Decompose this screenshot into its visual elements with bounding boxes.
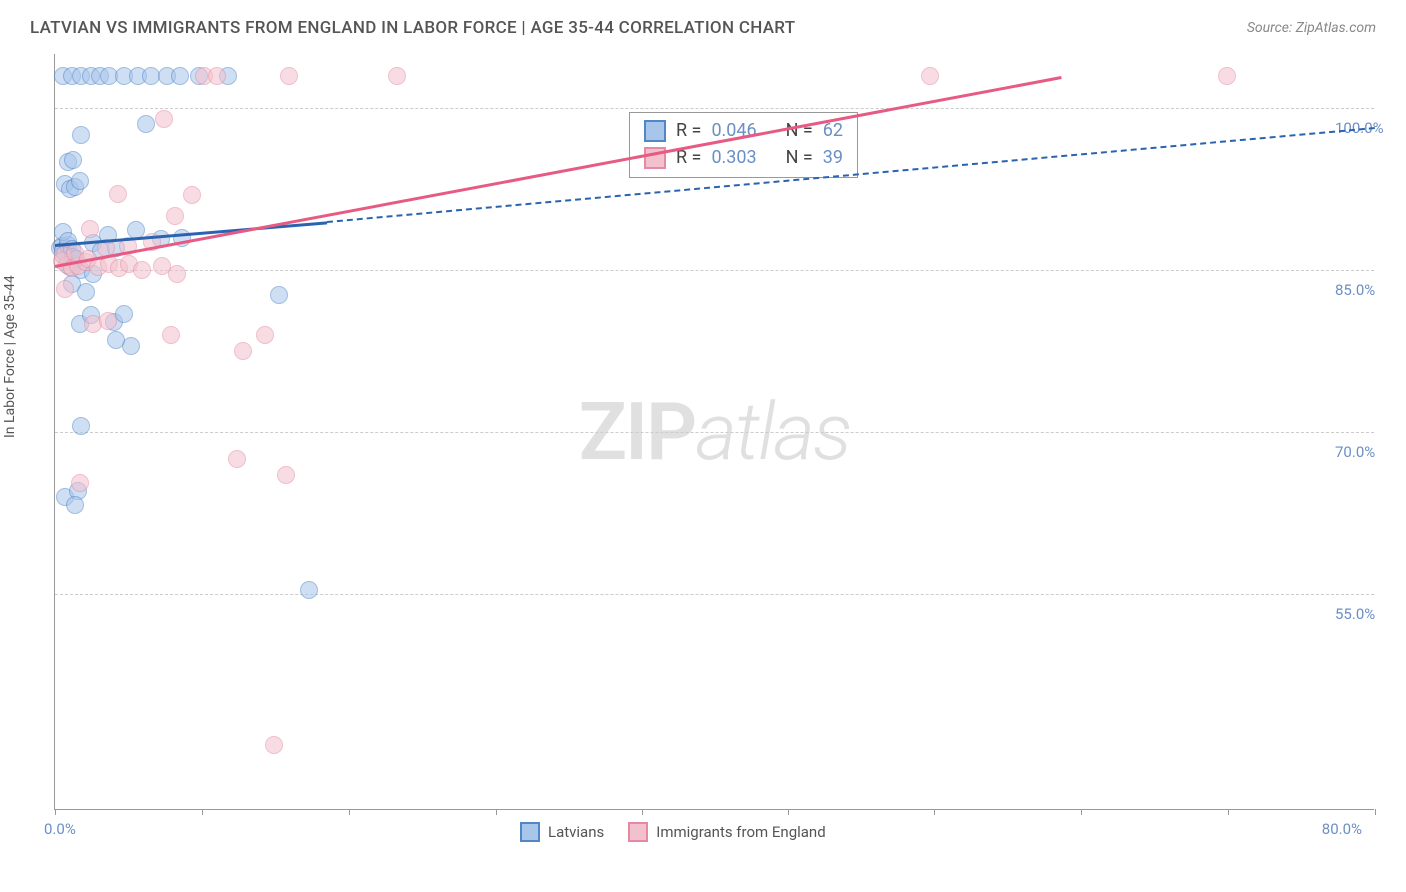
x-tick: [1228, 809, 1229, 815]
data-point: [155, 110, 173, 128]
grid-line: [55, 594, 1374, 595]
data-point: [137, 115, 155, 133]
legend-item-latvians: Latvians: [520, 822, 604, 842]
x-tick: [1081, 809, 1082, 815]
data-point: [228, 450, 246, 468]
x-tick: [642, 809, 643, 815]
data-point: [77, 283, 95, 301]
y-tick-label: 55.0%: [1335, 605, 1405, 623]
n-value-2: 39: [823, 144, 843, 171]
data-point: [109, 185, 127, 203]
data-point: [56, 280, 74, 298]
data-point: [166, 207, 184, 225]
y-tick-label: 70.0%: [1335, 443, 1405, 461]
data-point: [71, 474, 89, 492]
grid-line: [55, 432, 1374, 433]
x-tick: [1375, 809, 1376, 815]
grid-line: [55, 270, 1374, 271]
y-tick-label: 85.0%: [1335, 281, 1405, 299]
r-value-2: 0.303: [711, 144, 756, 171]
data-point: [265, 736, 283, 754]
data-point: [64, 151, 82, 169]
data-point: [208, 67, 226, 85]
title-bar: LATVIAN VS IMMIGRANTS FROM ENGLAND IN LA…: [0, 0, 1406, 46]
data-point: [115, 305, 133, 323]
legend-label-england: Immigrants from England: [656, 823, 825, 841]
r-label: R =: [676, 117, 701, 144]
chart-title: LATVIAN VS IMMIGRANTS FROM ENGLAND IN LA…: [30, 18, 795, 38]
x-tick: [934, 809, 935, 815]
grid-line: [55, 108, 1374, 109]
data-point: [280, 67, 298, 85]
legend-swatch-latvians: [520, 822, 540, 842]
data-point: [183, 186, 201, 204]
n-label: N =: [786, 144, 813, 171]
data-point: [270, 286, 288, 304]
data-point: [99, 312, 117, 330]
data-point: [66, 496, 84, 514]
data-point: [72, 417, 90, 435]
data-point: [171, 67, 189, 85]
legend-bottom: Latvians Immigrants from England: [520, 822, 826, 842]
y-axis-title: In Labor Force | Age 35-44: [2, 275, 18, 438]
data-point: [921, 67, 939, 85]
data-point: [81, 220, 99, 238]
data-point: [300, 581, 318, 599]
data-point: [256, 326, 274, 344]
data-point: [388, 67, 406, 85]
stats-row-1: R = 0.046 N = 62: [644, 117, 843, 144]
legend-label-latvians: Latvians: [548, 823, 604, 841]
data-point: [133, 261, 151, 279]
n-label: N =: [786, 117, 813, 144]
legend-item-england: Immigrants from England: [628, 822, 825, 842]
x-tick: [55, 809, 56, 815]
x-tick: [349, 809, 350, 815]
x-label-min: 0.0%: [44, 820, 76, 838]
data-point: [234, 342, 252, 360]
data-point: [277, 466, 295, 484]
scatter-chart: ZIPatlas R = 0.046 N = 62 R = 0.303 N = …: [54, 54, 1374, 810]
x-tick: [202, 809, 203, 815]
source-label: Source: ZipAtlas.com: [1247, 20, 1376, 36]
data-point: [1218, 67, 1236, 85]
data-point: [72, 126, 90, 144]
data-point: [71, 172, 89, 190]
data-point: [107, 331, 125, 349]
data-point: [162, 326, 180, 344]
x-label-max: 80.0%: [1322, 820, 1362, 838]
data-point: [142, 67, 160, 85]
x-tick: [496, 809, 497, 815]
stats-swatch-latvians: [644, 120, 666, 142]
trend-line: [55, 76, 1062, 268]
x-tick: [788, 809, 789, 815]
legend-swatch-england: [628, 822, 648, 842]
data-point: [168, 265, 186, 283]
